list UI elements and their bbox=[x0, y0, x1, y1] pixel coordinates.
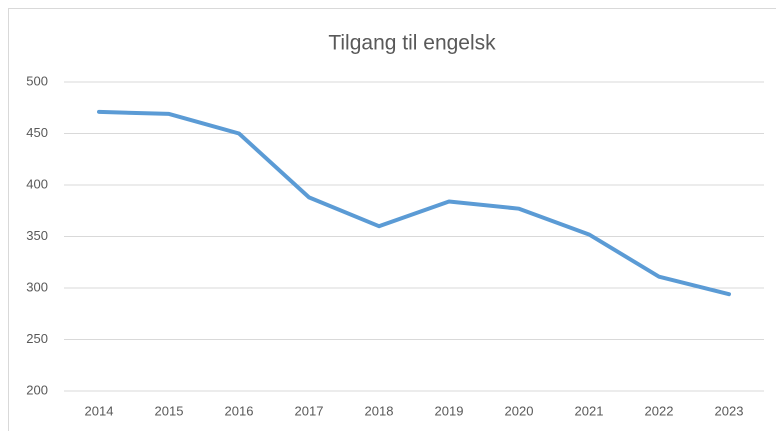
x-tick-label: 2021 bbox=[575, 403, 604, 418]
y-tick-label: 450 bbox=[26, 125, 48, 140]
x-tick-label: 2022 bbox=[645, 403, 674, 418]
x-tick-label: 2018 bbox=[365, 403, 394, 418]
y-tick-label: 350 bbox=[26, 228, 48, 243]
y-tick-label: 500 bbox=[26, 73, 48, 88]
x-tick-label: 2017 bbox=[295, 403, 324, 418]
data-line bbox=[97, 109, 731, 297]
x-tick-label: 2015 bbox=[155, 403, 184, 418]
y-tick-label: 250 bbox=[26, 331, 48, 346]
x-tick-label: 2019 bbox=[435, 403, 464, 418]
x-tick-label: 2014 bbox=[85, 403, 114, 418]
y-tick-label: 300 bbox=[26, 279, 48, 294]
x-tick-label: 2023 bbox=[715, 403, 744, 418]
chart-title: Tilgang til engelsk bbox=[328, 32, 496, 55]
x-tick-label: 2016 bbox=[225, 403, 254, 418]
x-tick-label: 2020 bbox=[505, 403, 534, 418]
y-tick-label: 200 bbox=[26, 382, 48, 397]
y-tick-label: 400 bbox=[26, 176, 48, 191]
